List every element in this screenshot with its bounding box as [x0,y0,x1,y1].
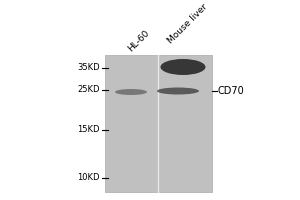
Text: Mouse liver: Mouse liver [166,2,209,45]
Text: 15KD: 15KD [77,126,100,134]
Text: HL-60: HL-60 [127,28,152,53]
Text: CD70: CD70 [218,86,245,96]
Text: 25KD: 25KD [77,86,100,95]
Ellipse shape [115,89,147,95]
Ellipse shape [157,88,199,95]
Ellipse shape [160,59,206,75]
Text: 10KD: 10KD [77,173,100,182]
Bar [105,55,212,192]
Text: 35KD: 35KD [77,64,100,72]
